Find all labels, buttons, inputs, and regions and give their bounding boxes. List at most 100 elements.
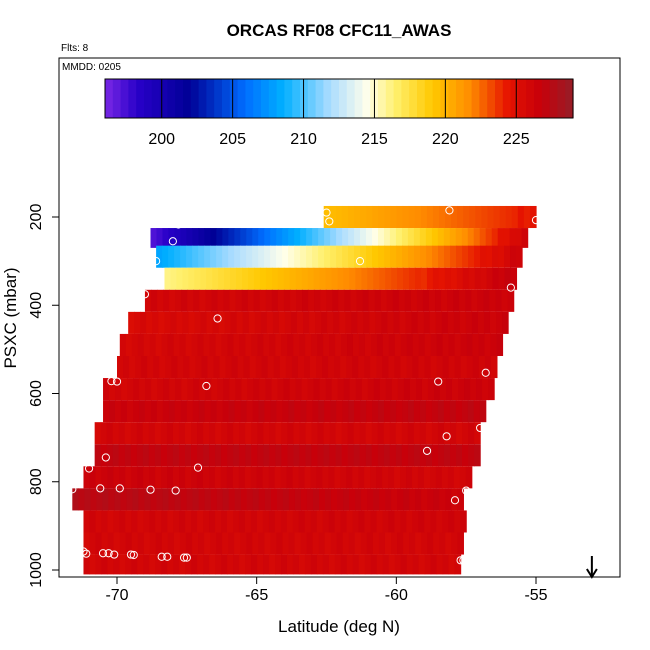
curtain-cell	[188, 311, 196, 334]
curtain-cell	[478, 333, 486, 356]
curtain-cell	[465, 466, 473, 489]
curtain-cell	[95, 466, 103, 489]
curtain-cell	[137, 466, 144, 489]
curtain-cell	[340, 466, 347, 489]
curtain-cell	[270, 532, 278, 555]
curtain-cell	[210, 488, 218, 511]
curtain-cell	[246, 245, 253, 268]
curtain-cell	[406, 355, 414, 379]
sample-point	[182, 553, 191, 562]
colorbar-swatch	[190, 79, 200, 118]
curtain-cell	[328, 466, 335, 489]
curtain-cell	[395, 228, 403, 248]
curtain-cell	[485, 228, 493, 248]
curtain-cell	[312, 488, 320, 511]
curtain-cell	[468, 444, 475, 467]
curtain-cell	[408, 245, 415, 268]
x-tick-label: -65	[245, 587, 268, 604]
curtain-cell	[370, 554, 378, 575]
curtain-cell	[160, 444, 168, 467]
curtain-cell	[324, 488, 332, 511]
curtain-cell	[379, 488, 386, 511]
curtain-cell	[343, 488, 350, 511]
curtain-cell	[209, 333, 217, 356]
curtain-cell	[155, 466, 162, 489]
sample-point	[459, 556, 468, 565]
colorbar-swatch	[378, 79, 387, 118]
curtain-cell	[318, 532, 326, 555]
curtain-cell	[135, 355, 142, 379]
curtain-cell	[388, 355, 395, 379]
curtain-cell	[309, 311, 316, 334]
y-tick-label: 800	[28, 468, 45, 495]
colorbar-swatch	[183, 79, 192, 118]
curtain-cell	[214, 466, 222, 489]
curtain-cell	[298, 466, 306, 489]
curtain-cell	[172, 444, 180, 467]
curtain-cell	[173, 554, 180, 575]
curtain-cell	[451, 488, 458, 511]
curtain-cell	[344, 289, 352, 312]
curtain-cell	[312, 228, 319, 248]
curtain-cell	[382, 510, 390, 533]
colorbar-swatch	[167, 79, 176, 118]
curtain-cell	[329, 444, 337, 467]
curtain-cell	[480, 245, 487, 268]
curtain-cell	[449, 400, 457, 423]
curtain-cell	[400, 333, 408, 356]
curtain-cell	[279, 355, 287, 379]
curtain-cell	[352, 355, 359, 379]
curtain-cell	[174, 245, 181, 268]
colorbar-tick-label: 225	[503, 131, 530, 148]
curtain-cell	[183, 355, 190, 379]
curtain-cell	[221, 422, 228, 445]
curtain-cell	[370, 355, 377, 379]
curtain-cell	[340, 554, 348, 575]
curtain-cell	[138, 400, 146, 423]
y-tick-label: 600	[28, 380, 45, 407]
y-tick-label: 200	[28, 204, 45, 231]
colorbar-swatch	[229, 79, 239, 118]
curtain-cell	[226, 466, 234, 489]
curtain-cell	[423, 466, 431, 489]
curtain-cell	[372, 205, 379, 229]
curtain-cell	[156, 245, 163, 268]
curtain-cell	[442, 355, 450, 379]
curtain-cell	[179, 510, 186, 533]
curtain-cell	[370, 510, 378, 533]
curtain-cell	[235, 378, 243, 401]
curtain-cell	[427, 488, 434, 511]
colorbar-swatch	[471, 79, 480, 118]
curtain-cell	[310, 466, 318, 489]
curtain-cell	[209, 554, 216, 575]
curtain-cell	[194, 267, 201, 290]
curtain-cell	[176, 311, 184, 334]
curtain-cell	[451, 532, 458, 555]
curtain-cell	[300, 532, 308, 555]
curtain-cell	[425, 444, 433, 467]
curtain-cell	[125, 554, 132, 575]
curtain-cell	[332, 289, 339, 312]
curtain-cell	[321, 311, 328, 334]
curtain-cell	[204, 228, 211, 248]
curtain-cell	[355, 488, 362, 511]
curtain-cell	[388, 466, 395, 489]
curtain-layer	[72, 205, 537, 575]
curtain-cell	[397, 532, 404, 555]
curtain-cell	[170, 267, 178, 290]
curtain-cell	[298, 554, 306, 575]
colorbar-swatch	[214, 79, 223, 118]
curtain-cell	[339, 311, 346, 334]
curtain-cell	[96, 488, 103, 511]
curtain-cell	[313, 378, 321, 401]
curtain-cell	[293, 444, 301, 467]
curtain-cell	[389, 422, 397, 445]
curtain-cell	[128, 311, 135, 334]
curtain-cell	[468, 245, 475, 268]
curtain-cell	[143, 333, 151, 356]
curtain-cell	[221, 510, 228, 533]
curtain-cell	[492, 245, 499, 268]
colorbar-tick-label: 215	[361, 131, 388, 148]
curtain-cell	[189, 355, 196, 379]
curtain-cell	[435, 311, 443, 334]
